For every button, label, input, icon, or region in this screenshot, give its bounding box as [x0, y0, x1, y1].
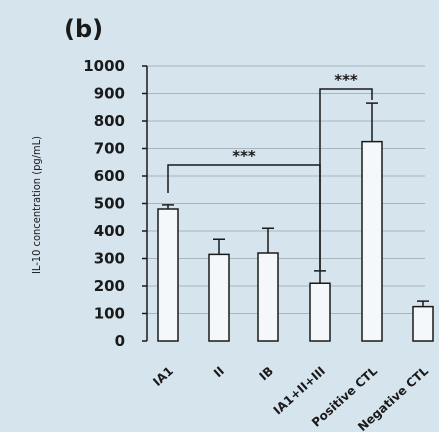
- y-tick-label: 0: [115, 332, 125, 350]
- error-bars: [162, 102, 429, 307]
- y-tick-label: 300: [94, 250, 125, 268]
- significance-bracket: [167, 164, 321, 270]
- significance-label: ***: [232, 147, 256, 165]
- y-tick-label: 1000: [83, 57, 125, 75]
- bar-IB: [257, 252, 279, 342]
- gridlines: [147, 65, 425, 314]
- panel-label: (b): [64, 15, 103, 43]
- bar-Positive CTL: [361, 140, 383, 342]
- y-tick-label: 900: [94, 85, 125, 103]
- significance-bracket: [319, 88, 373, 270]
- x-category-label: IB: [257, 364, 276, 384]
- y-tick-label: 800: [94, 112, 125, 130]
- y-tick-label: 200: [94, 277, 125, 295]
- x-category-label: IA1: [150, 364, 176, 389]
- y-tick-label: 600: [94, 167, 125, 185]
- significance-label: ***: [334, 71, 358, 89]
- bar-IA1: [157, 208, 179, 342]
- y-axis-ticks: 0 100 200 300 400 500 600 700 800 900 1000: [83, 57, 147, 350]
- y-tick-label: 500: [94, 195, 125, 213]
- x-category-label: II: [211, 364, 227, 380]
- significance-brackets: *** ***: [167, 71, 373, 270]
- y-tick-label: 700: [94, 140, 125, 158]
- y-tick-label: 400: [94, 222, 125, 240]
- y-axis-label: IL-10 concentration (pg/mL): [30, 136, 43, 274]
- bar-IA1+II+III: [309, 282, 331, 342]
- y-tick-label: 100: [94, 305, 125, 323]
- bar-Negative CTL: [412, 305, 434, 342]
- bar-II: [208, 253, 230, 342]
- bars: [157, 140, 434, 342]
